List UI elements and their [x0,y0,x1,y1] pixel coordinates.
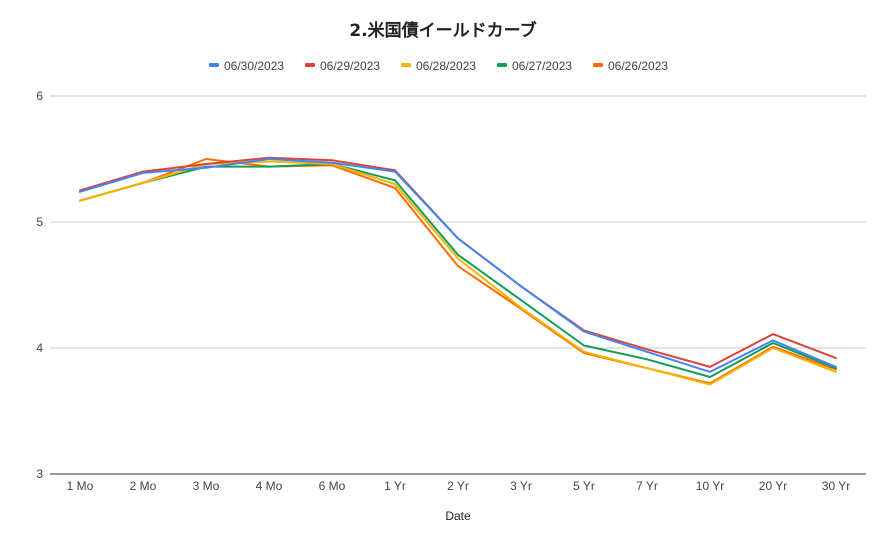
legend-swatch [305,63,315,67]
chart-title: 2.米国債イールドカーブ [349,20,536,41]
legend-label: 06/28/2023 [416,59,476,73]
y-tick-label: 5 [36,215,43,229]
legend-item[interactable]: 06/28/2023 [401,59,476,73]
legend-swatch [497,63,507,67]
chart-grid [50,95,866,475]
legend-label: 06/29/2023 [320,59,380,73]
x-tick-label: 20 Yr [759,479,787,493]
y-tick-label: 3 [36,467,43,481]
series-line [79,163,837,378]
legend-swatch [593,63,603,67]
legend-swatch [209,63,219,67]
series-lines [79,156,837,386]
x-tick-label: 3 Mo [193,479,220,493]
x-axis-ticks: 1 Mo 2 Mo 3 Mo 4 Mo 6 Mo 1 Yr 2 Yr 3 Yr 5 Yr 7 Yr… [67,479,851,493]
legend-item[interactable]: 06/29/2023 [305,59,380,73]
y-tick-label: 4 [36,341,43,355]
x-tick-label: 5 Yr [573,479,595,493]
series-line [79,156,837,368]
y-tick-label: 6 [36,89,43,103]
legend-label: 06/30/2023 [224,59,284,73]
x-tick-label: 1 Yr [384,479,406,493]
x-tick-label: 7 Yr [636,479,658,493]
x-tick-label: 30 Yr [822,479,850,493]
x-tick-label: 6 Mo [319,479,346,493]
x-axis-label: Date [445,509,471,523]
legend-item[interactable]: 06/26/2023 [593,59,668,73]
x-tick-label: 3 Yr [510,479,532,493]
chart-legend: 06/30/2023 06/29/2023 06/28/2023 06/27/2023… [209,59,668,73]
legend-swatch [401,63,411,67]
legend-label: 06/27/2023 [512,59,572,73]
series-line [79,158,837,385]
legend-label: 06/26/2023 [608,59,668,73]
x-tick-label: 1 Mo [67,479,94,493]
legend-item[interactable]: 06/30/2023 [209,59,284,73]
legend-item[interactable]: 06/27/2023 [497,59,572,73]
x-tick-label: 2 Mo [130,479,157,493]
x-tick-label: 2 Yr [447,479,469,493]
series-line [79,160,837,386]
y-axis-ticks: 3 4 5 6 [36,89,43,481]
series-line [79,158,837,373]
x-tick-label: 10 Yr [696,479,724,493]
x-tick-label: 4 Mo [256,479,283,493]
